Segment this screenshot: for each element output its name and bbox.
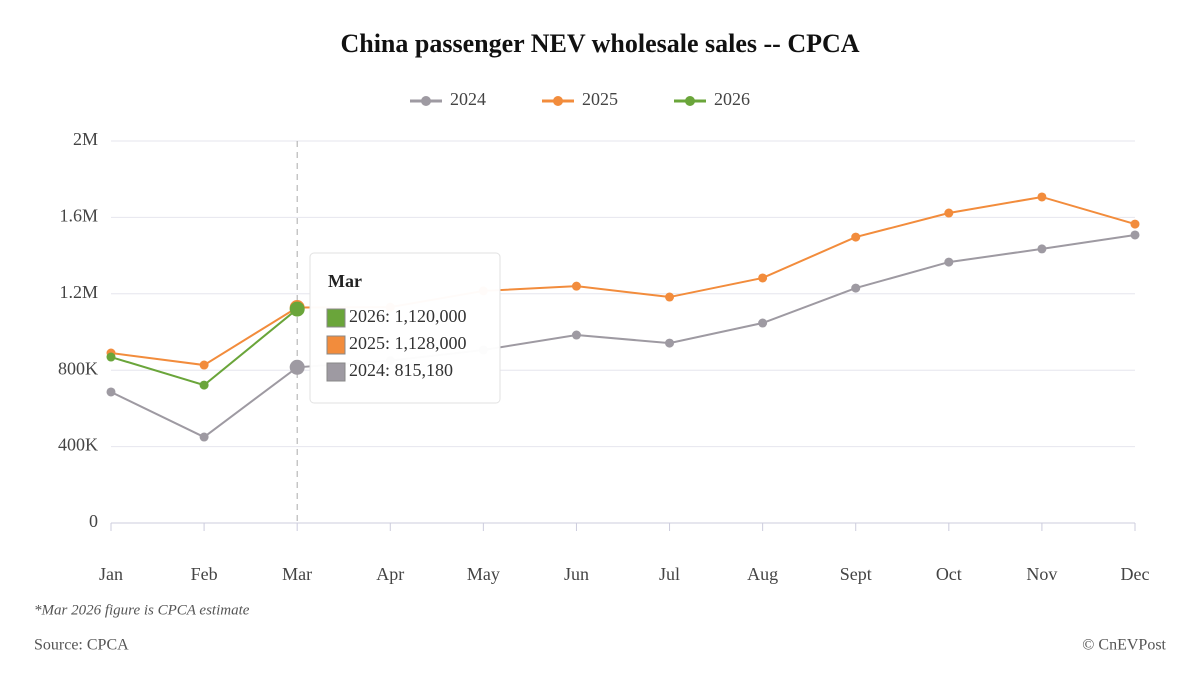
point xyxy=(199,360,209,370)
point xyxy=(1130,230,1140,240)
y-tick-label: 2M xyxy=(73,129,98,149)
tooltip-box xyxy=(309,252,501,404)
point xyxy=(1037,192,1047,202)
x-tick-label: Dec xyxy=(1121,564,1150,584)
point xyxy=(106,352,116,362)
series-line xyxy=(110,308,298,387)
point xyxy=(289,301,305,317)
point xyxy=(944,208,954,218)
legend-dot xyxy=(685,96,695,106)
point xyxy=(665,338,675,348)
point xyxy=(571,281,581,291)
point xyxy=(1130,219,1140,229)
x-tick-label: Feb xyxy=(191,564,218,584)
x-tick-label: Jun xyxy=(564,564,589,584)
point xyxy=(199,380,209,390)
y-tick-label: 1.6M xyxy=(59,206,98,226)
x-tick-label: Aug xyxy=(747,564,778,584)
x-tick-label: Jul xyxy=(659,564,680,584)
point xyxy=(944,257,954,267)
note: *Mar 2026 figure is CPCA estimate xyxy=(34,602,250,618)
y-tick-label: 1.2M xyxy=(59,282,98,302)
legend-label: 2025 xyxy=(582,89,618,109)
x-tick-label: Sept xyxy=(840,564,872,584)
tooltip-swatch xyxy=(326,308,346,328)
point xyxy=(1037,244,1047,254)
tooltip-swatch xyxy=(326,335,346,355)
tooltip-title: Mar xyxy=(328,271,362,291)
point xyxy=(199,432,209,442)
y-tick-label: 800K xyxy=(58,358,98,378)
credit: © CnEVPost xyxy=(1082,637,1166,654)
point xyxy=(289,359,305,375)
x-tick-label: Oct xyxy=(936,564,962,584)
y-tick-label: 400K xyxy=(58,435,98,455)
legend-label: 2024 xyxy=(450,89,486,109)
point xyxy=(106,387,116,397)
point xyxy=(851,232,861,242)
point xyxy=(758,318,768,328)
legend-dot xyxy=(421,96,431,106)
tooltip-line: 2025: 1,128,000 xyxy=(349,333,467,353)
series-line xyxy=(110,195,1136,367)
point xyxy=(851,283,861,293)
point xyxy=(571,330,581,340)
point xyxy=(665,292,675,302)
tooltip: Mar 2026: 1,120,000 2025: 1,128,000 2024: 8… xyxy=(309,252,501,404)
tooltip-line: 2024: 815,180 xyxy=(349,360,453,380)
tooltip-line: 2026: 1,120,000 xyxy=(349,306,467,326)
legend-label: 2026 xyxy=(714,89,750,109)
x-tick-label: Jan xyxy=(99,564,123,584)
y-tick-label: 0 xyxy=(89,511,98,531)
x-tick-label: Mar xyxy=(282,564,312,584)
x-tick-label: Apr xyxy=(376,564,404,584)
series-line xyxy=(110,233,1136,439)
x-tick-label: May xyxy=(467,564,500,584)
chart-title: China passenger NEV wholesale sales -- C… xyxy=(340,29,859,58)
tooltip-swatch xyxy=(326,362,346,382)
x-tick-label: Nov xyxy=(1026,564,1057,584)
legend-dot xyxy=(553,96,563,106)
source: Source: CPCA xyxy=(34,637,129,654)
point xyxy=(758,273,768,283)
